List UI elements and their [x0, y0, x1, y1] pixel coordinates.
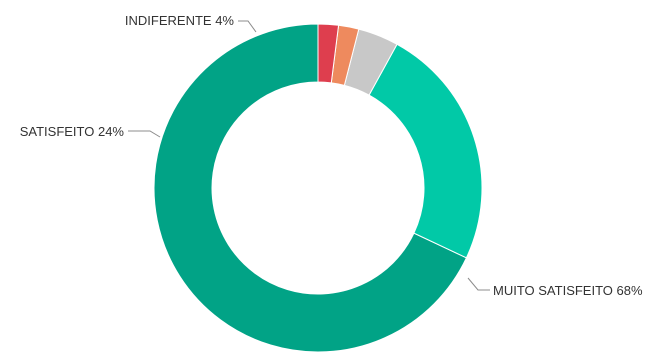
leader-line-indiferente [238, 20, 257, 33]
leader-line-satisfeito [128, 130, 161, 138]
slice-unlabeled-4 [317, 23, 340, 84]
donut-slices [153, 23, 483, 352]
data-label-muito-satisfeito: MUITO SATISFEITO 68% [493, 283, 643, 298]
data-label-indiferente: INDIFERENTE 4% [125, 13, 235, 28]
data-label-satisfeito: SATISFEITO 24% [20, 124, 125, 139]
donut-data-labels: MUITO SATISFEITO 68% SATISFEITO 24% INDIFE… [20, 13, 643, 298]
slice-muito-satisfeito [153, 23, 468, 352]
slice-satisfeito [368, 43, 483, 259]
leader-line-muito-satisfeito [467, 277, 490, 291]
